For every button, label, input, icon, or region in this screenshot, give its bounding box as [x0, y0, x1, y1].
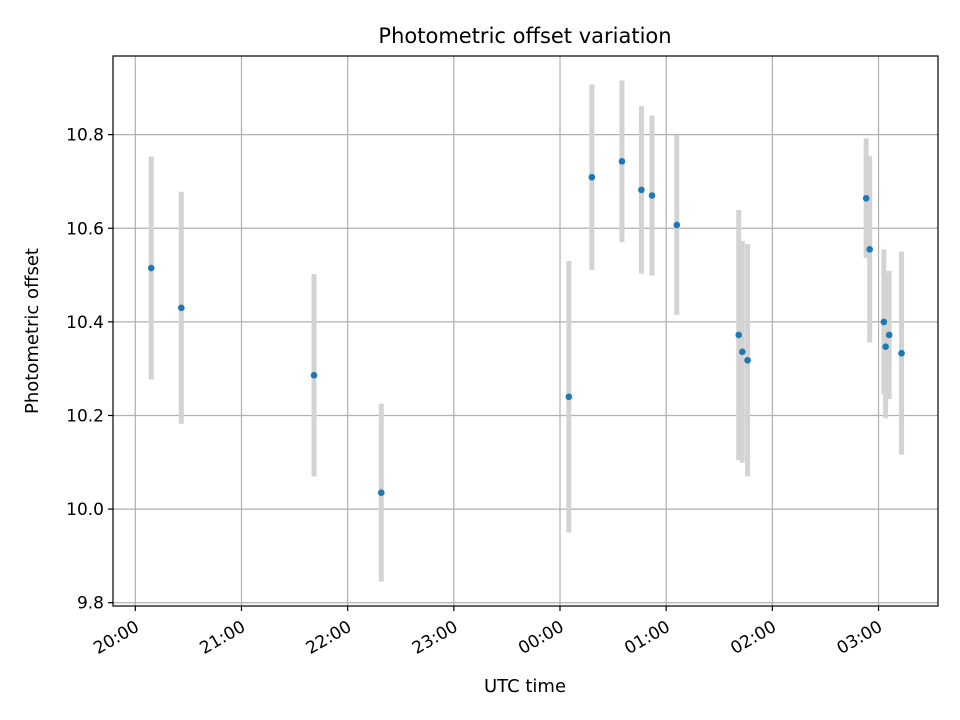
data-point — [178, 304, 185, 312]
data-point — [885, 331, 893, 339]
data-point — [898, 349, 905, 357]
y-axis-ticks: 9.8 10.0 10.2 10.4 10.6 10.8 — [66, 126, 113, 614]
y-tick-label: 10.2 — [66, 406, 104, 426]
y-tick-label: 10.0 — [66, 500, 104, 520]
data-point — [310, 371, 318, 379]
y-tick-label: 9.8 — [77, 594, 104, 614]
data-point — [738, 348, 746, 356]
data-points — [147, 158, 905, 497]
data-point — [866, 246, 873, 253]
data-point — [638, 186, 645, 194]
data-point — [735, 331, 743, 339]
y-axis-label: Photometric offset — [22, 248, 43, 414]
data-point — [588, 173, 596, 181]
grid-lines — [113, 56, 938, 606]
y-tick-label: 10.4 — [66, 313, 104, 333]
data-point — [862, 194, 870, 202]
y-tick-label: 10.8 — [66, 126, 104, 146]
chart-title: Photometric offset variation — [378, 24, 671, 48]
data-point — [618, 158, 626, 165]
x-axis-label: UTC time — [484, 676, 566, 697]
data-point — [673, 221, 681, 229]
y-tick-label: 10.6 — [66, 219, 104, 239]
data-point — [882, 343, 889, 350]
data-point — [648, 192, 656, 199]
data-point — [377, 489, 385, 497]
data-point — [147, 264, 155, 272]
data-point — [565, 393, 573, 401]
data-point — [880, 318, 888, 326]
plot-frame — [112, 55, 939, 607]
data-point — [744, 356, 751, 364]
